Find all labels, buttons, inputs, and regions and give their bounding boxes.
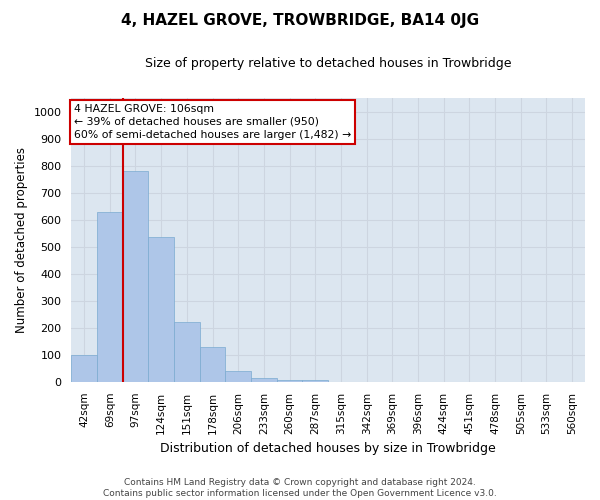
X-axis label: Distribution of detached houses by size in Trowbridge: Distribution of detached houses by size … — [160, 442, 496, 455]
Bar — [71, 355, 97, 382]
Bar — [251, 378, 277, 382]
Title: Size of property relative to detached houses in Trowbridge: Size of property relative to detached ho… — [145, 58, 511, 70]
Bar — [97, 212, 122, 382]
Text: 4 HAZEL GROVE: 106sqm
← 39% of detached houses are smaller (950)
60% of semi-det: 4 HAZEL GROVE: 106sqm ← 39% of detached … — [74, 104, 351, 140]
Text: 4, HAZEL GROVE, TROWBRIDGE, BA14 0JG: 4, HAZEL GROVE, TROWBRIDGE, BA14 0JG — [121, 12, 479, 28]
Bar — [302, 380, 328, 382]
Bar — [174, 322, 200, 382]
Bar — [122, 171, 148, 382]
Y-axis label: Number of detached properties: Number of detached properties — [15, 147, 28, 333]
Bar — [226, 371, 251, 382]
Bar — [277, 380, 302, 382]
Text: Contains HM Land Registry data © Crown copyright and database right 2024.
Contai: Contains HM Land Registry data © Crown c… — [103, 478, 497, 498]
Bar — [200, 346, 226, 382]
Bar — [148, 237, 174, 382]
